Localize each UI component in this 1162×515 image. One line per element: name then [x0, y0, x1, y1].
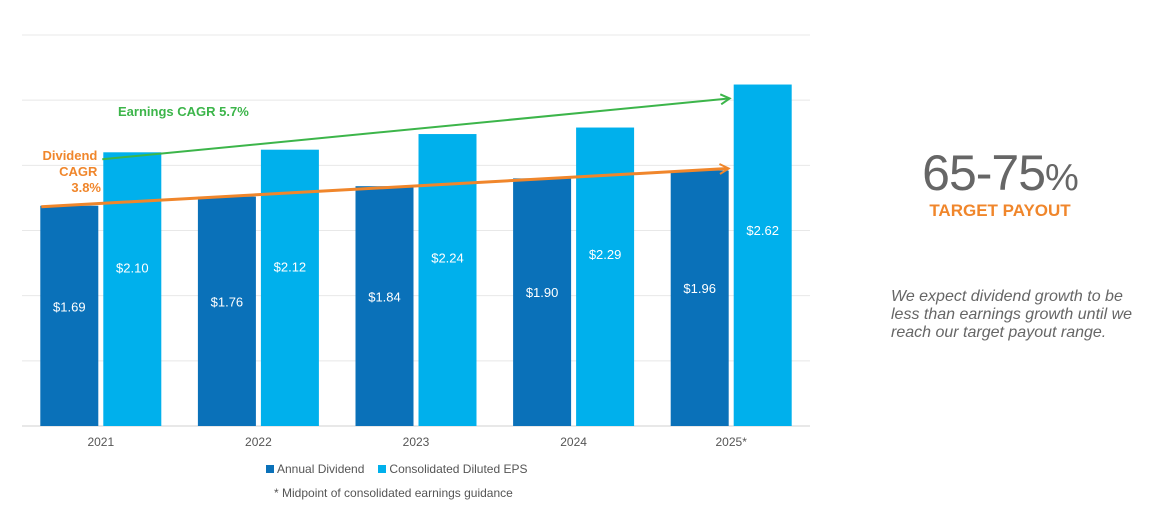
legend-swatch-eps	[378, 465, 387, 473]
target-payout-block: 65-75% TARGET PAYOUT	[880, 146, 1120, 221]
dividend-cagr-line-2: CAGR	[59, 164, 98, 179]
dividend-cagr-arrow	[41, 169, 727, 209]
bar-annual-dividend	[355, 186, 414, 426]
x-tick-label: 2025*	[716, 435, 748, 449]
chart-legend: Annual Dividend Consolidated Diluted EPS	[266, 462, 542, 476]
payout-percent-sign: %	[1045, 157, 1079, 199]
data-label-dividend: $1.96	[683, 281, 716, 296]
dividend-cagr-label: Dividend CAGR 3.8%	[42, 148, 101, 195]
earnings-cagr-label: Earnings CAGR 5.7%	[118, 104, 249, 119]
legend-label-eps: Consolidated Diluted EPS	[389, 462, 528, 476]
data-label-dividend: $1.76	[211, 295, 244, 310]
legend-item-eps: Consolidated Diluted EPS	[378, 462, 528, 476]
chart-footnote: * Midpoint of consolidated earnings guid…	[274, 486, 513, 500]
payout-range-value: 65-75	[922, 145, 1046, 201]
data-label-eps: $2.29	[589, 247, 622, 262]
bar-annual-dividend	[670, 170, 729, 426]
bar-annual-dividend	[197, 196, 256, 426]
data-label-dividend: $1.69	[53, 299, 86, 314]
data-label-dividend: $1.84	[368, 289, 401, 304]
data-label-dividend: $1.90	[526, 285, 559, 300]
bar-consolidated-eps	[418, 134, 477, 426]
dividend-cagr-line-1: Dividend	[42, 148, 97, 163]
legend-item-dividend: Annual Dividend	[266, 462, 364, 476]
dividend-cagr-line-3: 3.8%	[71, 180, 101, 195]
data-label-eps: $2.12	[274, 259, 307, 274]
bar-consolidated-eps	[260, 149, 319, 426]
earnings-cagr-arrow	[102, 99, 728, 161]
dividend-growth-note: We expect dividend growth to be less tha…	[891, 288, 1133, 341]
bar-chart: $1.69 $2.10 2021 $1.76 $2.12 2022 $1.84 $2.24 20…	[22, 34, 810, 449]
x-tick-label: 2021	[87, 435, 114, 449]
legend-label-dividend: Annual Dividend	[277, 462, 365, 476]
data-label-eps: $2.62	[746, 223, 779, 238]
data-label-eps: $2.10	[116, 261, 149, 276]
bar-consolidated-eps	[103, 152, 162, 427]
x-tick-label: 2023	[403, 435, 430, 449]
data-label-eps: $2.24	[431, 251, 464, 266]
payout-label: TARGET PAYOUT	[929, 201, 1071, 220]
bar-annual-dividend	[513, 178, 572, 426]
payout-range: 65-75%	[880, 146, 1120, 201]
x-tick-label: 2024	[560, 435, 587, 449]
bar-annual-dividend	[40, 205, 99, 426]
x-tick-label: 2022	[245, 435, 272, 449]
legend-swatch-dividend	[266, 465, 274, 473]
bar-consolidated-eps	[733, 84, 792, 426]
bar-consolidated-eps	[576, 127, 635, 426]
